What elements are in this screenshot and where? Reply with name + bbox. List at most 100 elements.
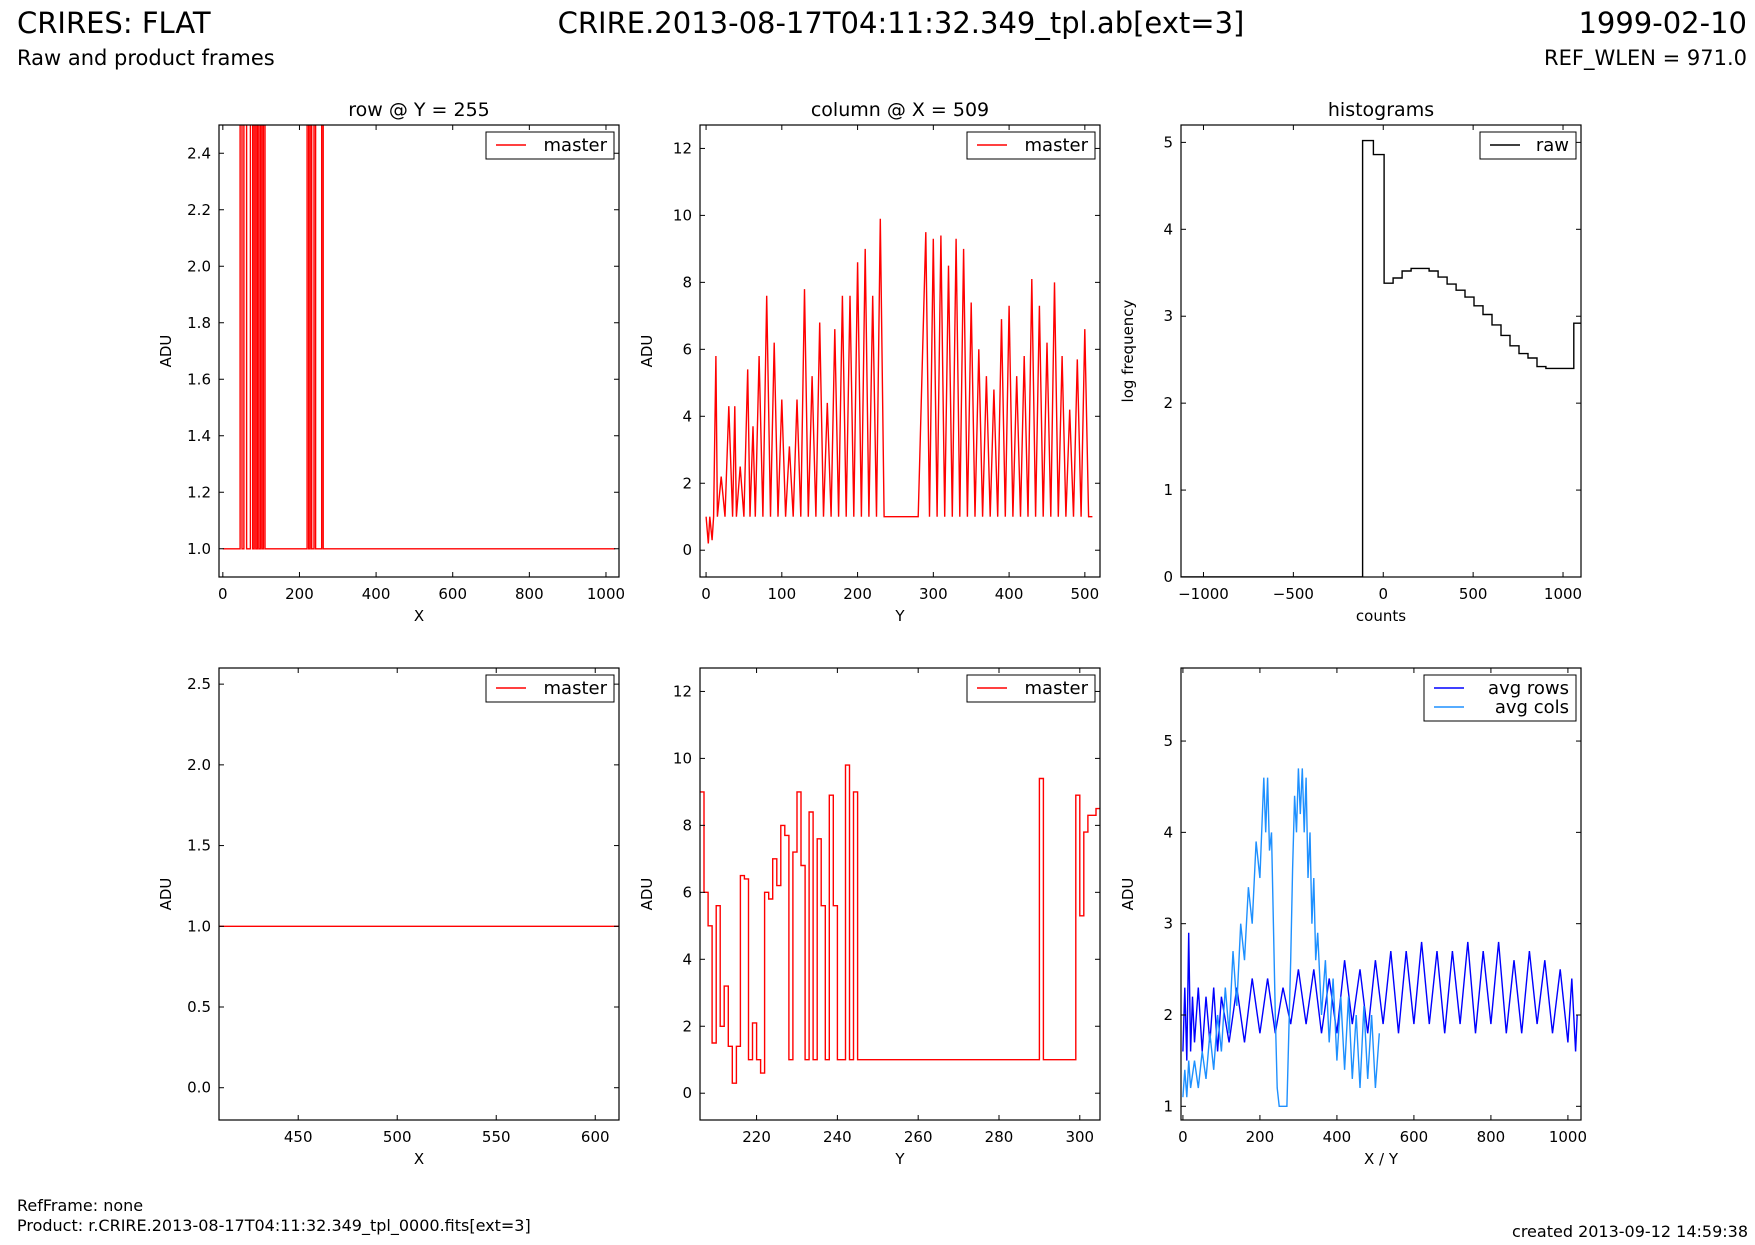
chart-3: −1000 −500 0 500 1000 0 1 2 3 4 5 histograms counts l… [1119, 99, 1582, 625]
series-line-1 [1182, 932, 1578, 1061]
y-tick-label: 1 [1163, 481, 1173, 499]
legend-label: master [1025, 135, 1089, 156]
date-label: 1999-02-10 [1578, 6, 1747, 40]
x-tick-label: 240 [823, 1128, 852, 1146]
legend-box [1423, 674, 1577, 722]
y-tick-label: 1.6 [187, 370, 211, 388]
series-line-1 [705, 218, 1093, 544]
series-group [1182, 768, 1578, 1108]
x-tick-label: 200 [843, 585, 872, 603]
y-tick-label: 12 [673, 139, 692, 157]
legend: master [966, 674, 1096, 703]
chart-2: 0 100 200 300 400 500 0 2 4 6 8 10 12 column @ X = 50… [638, 99, 1101, 625]
x-tick-label: 220 [742, 1128, 771, 1146]
x-tick-label: 400 [362, 585, 391, 603]
chart-title: histograms [1328, 99, 1434, 121]
chart-5: 220 240 260 280 300 0 2 4 6 8 10 12 Y ADU master [638, 667, 1101, 1168]
x-tick-label: 300 [1065, 1128, 1094, 1146]
x-tick-label: 0 [1378, 585, 1388, 603]
y-tick-label: 1.8 [187, 314, 211, 332]
x-tick-label: 450 [284, 1128, 313, 1146]
y-tick-label: 6 [682, 340, 692, 358]
refframe-label: RefFrame: none [17, 1196, 144, 1215]
series-group [1181, 139, 1581, 577]
created-label: created 2013-09-12 14:59:38 [1512, 1222, 1748, 1241]
x-tick-label: −1000 [1178, 585, 1229, 603]
chart-1: 0 200 400 600 800 1000 1.0 1.2 1.4 1.6 1.8 2.0 2.2 2.… [157, 99, 625, 625]
y-tick-label: 0 [1163, 568, 1173, 586]
y-tick-label: 3 [1163, 915, 1173, 933]
file-name: CRIRE.2013-08-17T04:11:32.349_tpl.ab[ext… [557, 6, 1245, 40]
legend: raw [1479, 131, 1577, 160]
y-axis-label: ADU [157, 878, 175, 911]
plot-frame [1180, 667, 1582, 1121]
plot-frame [1180, 124, 1582, 578]
x-tick-label: 300 [919, 585, 948, 603]
chart-title: row @ Y = 255 [348, 99, 490, 121]
plot-frame [699, 124, 1101, 578]
legend-label: raw [1536, 135, 1569, 156]
x-axis-label: X / Y [1364, 1150, 1399, 1168]
legend: master [966, 131, 1096, 160]
y-tick-label: 0.0 [187, 1079, 211, 1097]
legend-label: master [1025, 678, 1089, 699]
series-group [222, 125, 616, 550]
page-title: CRIRES: FLAT [17, 6, 211, 40]
y-tick-label: 1.0 [187, 917, 211, 935]
x-axis-label: X [414, 1150, 424, 1168]
x-tick-label: 600 [1400, 1128, 1429, 1146]
x-tick-label: 500 [1459, 585, 1488, 603]
y-tick-label: 2 [682, 1017, 692, 1035]
x-tick-label: 1000 [1544, 585, 1582, 603]
y-tick-label: 12 [673, 682, 692, 700]
y-tick-label: 10 [673, 206, 692, 224]
y-tick-label: 8 [682, 816, 692, 834]
x-tick-label: 1000 [587, 585, 625, 603]
y-tick-label: 2.2 [187, 201, 211, 219]
y-axis-label: ADU [1119, 878, 1137, 911]
y-tick-label: 8 [682, 273, 692, 291]
product-label: Product: r.CRIRE.2013-08-17T04:11:32.349… [17, 1216, 531, 1235]
legend-label: avg rows [1488, 678, 1569, 699]
x-tick-label: 600 [438, 585, 467, 603]
y-tick-label: 2.4 [187, 144, 211, 162]
x-tick-label: 200 [285, 585, 314, 603]
x-tick-label: 400 [995, 585, 1024, 603]
y-tick-label: 5 [1163, 732, 1173, 750]
x-tick-label: 400 [1323, 1128, 1352, 1146]
y-tick-label: 4 [1163, 220, 1173, 238]
x-tick-label: 0 [218, 585, 228, 603]
x-tick-label: 100 [767, 585, 796, 603]
y-tick-label: 5 [1163, 133, 1173, 151]
y-tick-label: 3 [1163, 307, 1173, 325]
x-tick-label: −500 [1273, 585, 1314, 603]
x-tick-label: 0 [1178, 1128, 1188, 1146]
series-line-2 [1182, 768, 1380, 1108]
x-tick-label: 0 [701, 585, 711, 603]
legend: master [485, 131, 615, 160]
series-group [705, 218, 1093, 544]
series-line-1 [1181, 139, 1581, 577]
y-tick-label: 6 [682, 883, 692, 901]
y-tick-label: 1.5 [187, 837, 211, 855]
plot-frame [699, 667, 1101, 1121]
x-tick-label: 280 [985, 1128, 1014, 1146]
x-axis-label: counts [1356, 607, 1406, 625]
y-tick-label: 4 [1163, 823, 1173, 841]
x-tick-label: 1000 [1549, 1128, 1587, 1146]
x-tick-label: 550 [482, 1128, 511, 1146]
chart-4: 450 500 550 600 0.0 0.5 1.0 1.5 2.0 2.5 X ADU master [157, 667, 620, 1168]
x-axis-label: Y [894, 1150, 905, 1168]
x-tick-label: 260 [904, 1128, 933, 1146]
y-axis-label: ADU [638, 335, 656, 368]
y-tick-label: 4 [682, 407, 692, 425]
x-tick-label: 500 [383, 1128, 412, 1146]
y-tick-label: 10 [673, 749, 692, 767]
x-tick-label: 500 [1071, 585, 1100, 603]
y-axis-label: ADU [638, 878, 656, 911]
legend-label: master [544, 135, 608, 156]
ref-wlen-label: REF_WLEN = 971.0 [1544, 46, 1747, 70]
y-tick-label: 0 [682, 1084, 692, 1102]
